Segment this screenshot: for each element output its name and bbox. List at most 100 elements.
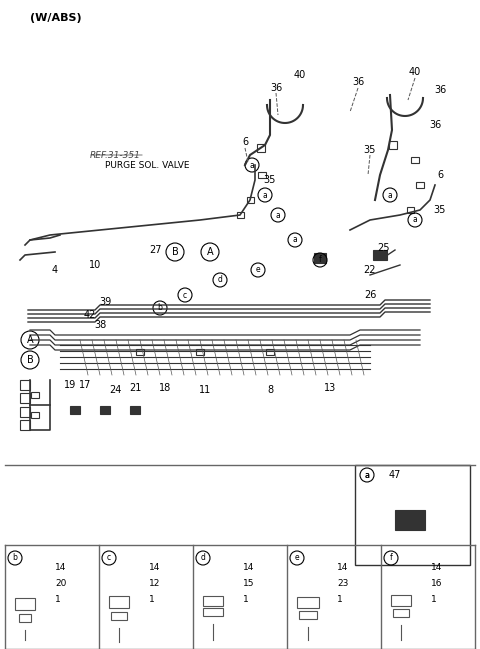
Text: 1: 1 [431,596,437,604]
Text: 19: 19 [64,380,76,390]
Text: 21: 21 [129,383,141,393]
Text: a: a [250,160,254,169]
Bar [203,596,223,606]
Text: e: e [256,265,260,275]
Text: 1: 1 [243,596,249,604]
Text: 38: 38 [94,320,106,330]
Bar [203,608,223,616]
Bar [111,612,127,620]
Bar [70,406,80,414]
Text: 22: 22 [364,265,376,275]
Bar [393,609,409,617]
Text: 16: 16 [431,580,443,589]
Text: A: A [27,335,33,345]
Text: 35: 35 [434,205,446,215]
Text: 13: 13 [324,383,336,393]
Text: 20: 20 [55,580,66,589]
Bar [136,349,144,355]
Text: 1: 1 [337,596,343,604]
Text: 36: 36 [429,120,441,130]
Text: 17: 17 [79,380,91,390]
Text: PURGE SOL. VALVE: PURGE SOL. VALVE [105,160,190,169]
Text: a: a [413,215,418,225]
Text: a: a [365,471,370,480]
Text: 24: 24 [109,385,121,395]
Bar [237,212,243,218]
Text: f: f [319,256,322,265]
Bar [19,614,31,622]
Text: 18: 18 [159,383,171,393]
Bar [31,392,39,398]
Text: 14: 14 [55,563,66,572]
Text: 14: 14 [149,563,160,572]
Text: 23: 23 [337,580,348,589]
Text: c: c [107,554,111,563]
Bar [247,197,253,203]
Text: 12: 12 [149,580,160,589]
Bar [395,510,425,530]
Bar [20,420,30,430]
Text: b: b [157,304,162,313]
Text: 1: 1 [149,596,155,604]
Text: c: c [183,291,187,299]
Text: 10: 10 [89,260,101,270]
Bar [130,406,140,414]
Bar [15,598,35,610]
Text: a: a [364,471,370,480]
Bar [20,393,30,403]
Bar [20,407,30,417]
Text: e: e [295,554,300,563]
Bar [100,406,110,414]
Bar [314,253,326,263]
Text: B: B [26,355,34,365]
Bar [266,349,274,355]
Bar [355,465,470,565]
Text: 35: 35 [364,145,376,155]
Text: 14: 14 [431,563,443,572]
Text: 27: 27 [149,245,161,255]
Text: d: d [201,554,205,563]
Text: 25: 25 [377,243,389,253]
Bar [411,157,419,163]
Bar [299,611,317,619]
Text: a: a [263,191,267,199]
Text: REF.31-351: REF.31-351 [90,151,141,160]
Text: 36: 36 [352,77,364,87]
Text: 36: 36 [270,83,282,93]
Text: 47: 47 [389,470,401,480]
Text: 6: 6 [242,137,248,147]
Text: 39: 39 [99,297,111,307]
Text: a: a [293,236,298,245]
Bar [391,595,411,606]
Text: 11: 11 [199,385,211,395]
Text: 14: 14 [243,563,254,572]
Bar [258,172,266,178]
Bar [257,144,265,152]
Text: 36: 36 [434,85,446,95]
Bar [20,380,30,390]
Text: B: B [172,247,179,257]
Bar [373,250,387,260]
Text: 15: 15 [243,580,254,589]
Text: a: a [388,191,392,199]
Text: 40: 40 [294,70,306,80]
Text: 14: 14 [337,563,348,572]
Text: a: a [276,210,280,219]
Bar [416,182,424,188]
Bar [196,349,204,355]
Bar [109,596,129,608]
Bar [407,207,413,213]
Text: d: d [217,275,222,284]
Text: b: b [12,554,17,563]
Text: 6: 6 [437,170,443,180]
Text: (W/ABS): (W/ABS) [30,13,82,23]
Text: 35: 35 [264,175,276,185]
Text: f: f [390,554,392,563]
Text: 4: 4 [52,265,58,275]
Text: 40: 40 [409,67,421,77]
Text: A: A [207,247,213,257]
Text: 26: 26 [364,290,376,300]
Text: 42: 42 [84,310,96,320]
Text: 8: 8 [267,385,273,395]
Bar [31,412,39,418]
